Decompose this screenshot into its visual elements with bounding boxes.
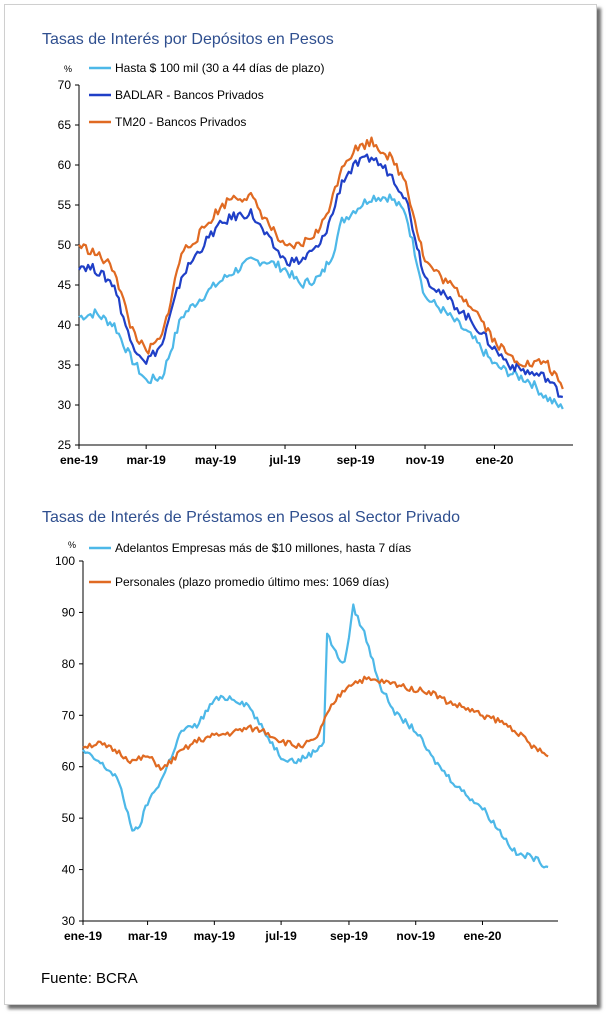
- x-tick-label: jul-19: [268, 453, 301, 467]
- y-tick-label: 60: [58, 158, 72, 172]
- y-tick-label: 70: [62, 708, 76, 722]
- x-tick-label: ene-19: [64, 929, 102, 943]
- charts-canvas: Tasas de Interés por Depósitos en Pesos …: [41, 31, 573, 987]
- y-axis-unit: %: [64, 64, 72, 74]
- x-tick-label: sep-19: [337, 453, 375, 467]
- y-tick-label: 40: [58, 318, 72, 332]
- y-tick-label: 50: [58, 238, 72, 252]
- legend-label: Adelantos Empresas más de $10 millones, …: [115, 541, 411, 555]
- series-line-0: [78, 193, 564, 410]
- legend-label: BADLAR - Bancos Privados: [115, 88, 264, 102]
- y-tick-label: 50: [62, 811, 76, 825]
- chart-title: Tasas de Interés de Préstamos en Pesos a…: [42, 509, 460, 526]
- legend-label: Hasta $ 100 mil (30 a 44 días de plazo): [115, 61, 324, 75]
- x-tick-label: may-19: [194, 929, 236, 943]
- y-tick-label: 65: [58, 118, 72, 132]
- x-tick-label: jul-19: [264, 929, 297, 943]
- y-tick-label: 45: [58, 278, 72, 292]
- x-tick-label: sep-19: [330, 929, 368, 943]
- x-tick-label: ene-20: [475, 453, 513, 467]
- y-tick-label: 90: [62, 605, 76, 619]
- series-line-0: [82, 603, 549, 869]
- y-tick-label: 100: [55, 554, 75, 568]
- loan-rates-chart: Tasas de Interés de Préstamos en Pesos a…: [42, 509, 558, 943]
- y-axis-unit: %: [68, 540, 76, 550]
- y-tick-label: 30: [62, 914, 76, 928]
- y-tick-label: 25: [58, 438, 72, 452]
- x-tick-label: ene-20: [463, 929, 501, 943]
- y-tick-label: 80: [62, 657, 76, 671]
- series-line-2: [78, 136, 564, 390]
- x-tick-label: ene-19: [60, 453, 98, 467]
- series-line-1: [78, 153, 564, 399]
- chart-title: Tasas de Interés por Depósitos en Pesos: [42, 31, 334, 48]
- x-tick-label: may-19: [195, 453, 237, 467]
- x-tick-label: mar-19: [128, 929, 168, 943]
- y-tick-label: 40: [62, 863, 76, 877]
- x-tick-label: nov-19: [396, 929, 435, 943]
- legend-label: TM20 - Bancos Privados: [115, 115, 246, 129]
- figure-frame: Tasas de Interés por Depósitos en Pesos …: [4, 4, 597, 1005]
- x-tick-label: nov-19: [406, 453, 445, 467]
- y-tick-label: 35: [58, 358, 72, 372]
- source-note: Fuente: BCRA: [41, 970, 138, 987]
- x-tick-label: mar-19: [126, 453, 166, 467]
- y-tick-label: 30: [58, 398, 72, 412]
- y-tick-label: 60: [62, 760, 76, 774]
- y-tick-label: 70: [58, 78, 72, 92]
- deposit-rates-chart: Tasas de Interés por Depósitos en Pesos …: [42, 31, 573, 467]
- legend-label: Personales (plazo promedio último mes: 1…: [115, 575, 389, 589]
- series-line-1: [82, 675, 549, 771]
- y-tick-label: 55: [58, 198, 72, 212]
